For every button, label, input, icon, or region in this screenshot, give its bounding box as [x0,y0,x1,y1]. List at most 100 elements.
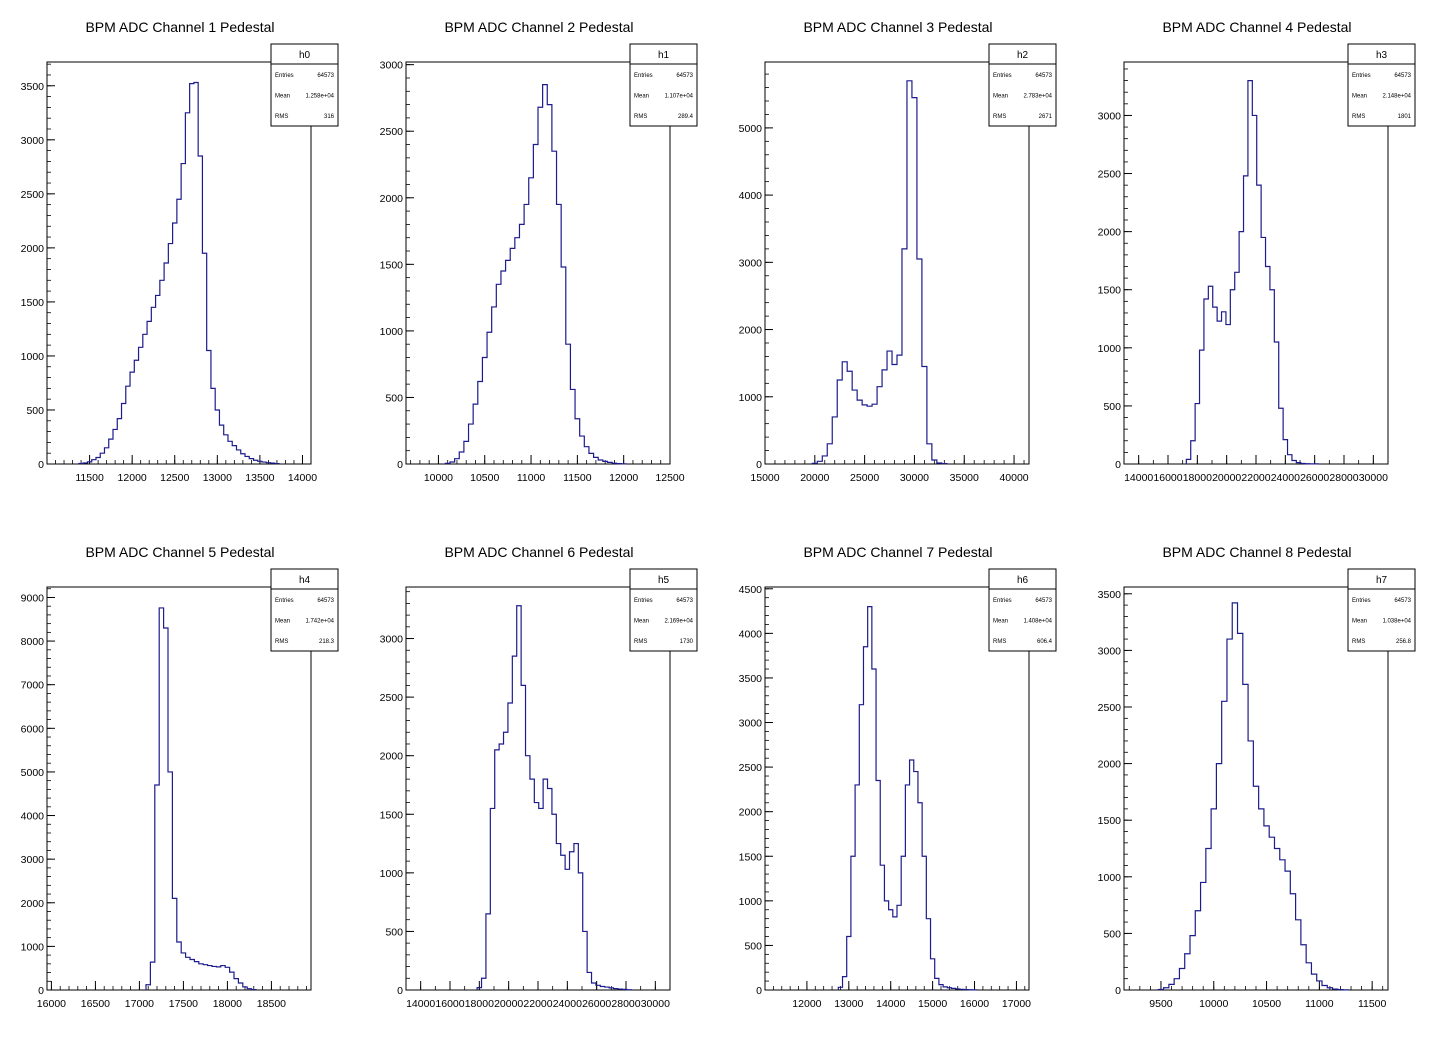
stats-label: Entries [1352,73,1371,79]
stats-value: 2671 [1039,114,1053,120]
stats-histogram-name: h4 [299,575,311,586]
stats-box-frame [629,568,698,652]
y-tick-label: 2000 [739,325,763,337]
y-tick-label: 1500 [380,259,404,271]
x-tick-label: 14000 [876,998,905,1010]
x-tick-label: 12000 [792,998,821,1010]
stats-label: Entries [993,598,1012,604]
stats-histogram-name: h7 [1376,575,1388,586]
stats-label: RMS [993,639,1006,645]
y-tick-label: 1500 [739,851,763,863]
x-tick-label: 11500 [563,472,592,484]
y-tick-label: 0 [756,985,762,997]
histogram-panel-8: BPM ADC Channel 8 Pedestal 500 1000 1500 200… [1098,544,1416,1010]
y-tick-label: 1500 [380,809,404,821]
histogram-line [837,606,978,991]
y-tick-label: 0 [1115,459,1121,471]
histogram-line [476,605,632,991]
x-tick-label: 11000 [1305,998,1334,1010]
stats-value: 64573 [676,73,693,79]
stats-histogram-name: h1 [658,50,670,61]
y-tick-label: 1000 [739,896,763,908]
x-tick-label: 11500 [1358,998,1387,1010]
y-tick-label: 500 [385,392,403,404]
stats-label: Entries [634,598,653,604]
histogram-panel-3: BPM ADC Channel 3 Pedestal 1000 2000 3000 40… [739,19,1057,484]
x-tick-label: 26000 [582,998,611,1010]
x-tick-label: 22000 [1241,472,1270,484]
stats-value: 1730 [680,639,694,645]
x-tick-label: 20000 [800,472,829,484]
y-tick-label: 500 [1103,401,1121,413]
stats-label: Mean [1352,94,1367,100]
stats-label: Entries [1352,598,1371,604]
plot-frame [46,586,312,991]
x-tick-label: 12000 [118,472,147,484]
y-tick-label: 2500 [380,692,404,704]
y-tick-label: 7000 [21,680,45,692]
stats-value: 1.258e+04 [305,94,334,100]
y-tick-label: 4000 [739,190,763,202]
x-tick-label: 20000 [494,998,523,1010]
y-tick-label: 0 [397,459,403,471]
x-tick-label: 10500 [470,472,499,484]
y-tick-label: 3500 [739,673,763,685]
plot-frame [764,61,1030,465]
y-tick-label: 3000 [21,135,45,147]
plot-title: BPM ADC Channel 6 Pedestal [444,544,633,560]
stats-histogram-name: h0 [299,50,311,61]
x-tick-label: 10000 [424,472,453,484]
histogram-panel-4: BPM ADC Channel 4 Pedestal 500 1000 1500 200… [1098,19,1416,484]
x-tick-label: 30000 [900,472,929,484]
stats-value: 2.169e+04 [664,619,693,625]
x-tick-label: 28000 [611,998,640,1010]
stats-value: 2.783e+04 [1023,94,1052,100]
x-tick-label: 11500 [75,472,104,484]
stats-box-frame [270,43,339,127]
y-tick-label: 2500 [380,126,404,138]
x-tick-label: 13000 [834,998,863,1010]
x-tick-label: 16000 [1153,472,1182,484]
y-tick-label: 1500 [1098,815,1122,827]
y-tick-label: 2000 [739,807,763,819]
stats-value: 1.742e+04 [305,619,334,625]
stats-histogram-name: h5 [658,575,670,586]
x-tick-label: 12500 [160,472,189,484]
y-tick-label: 2000 [1098,227,1122,239]
plot-frame [46,61,312,465]
stats-label: RMS [634,639,647,645]
stats-label: Entries [634,73,653,79]
stats-value: 64573 [317,73,334,79]
y-tick-label: 0 [38,985,44,997]
y-tick-label: 3000 [739,257,763,269]
y-tick-label: 1500 [21,297,45,309]
x-tick-label: 9500 [1149,998,1173,1010]
x-tick-label: 14000 [288,472,317,484]
y-tick-label: 1000 [380,326,404,338]
stats-label: Mean [1352,619,1367,625]
stats-label: Entries [275,598,294,604]
stats-label: Mean [275,619,290,625]
histogram-line [444,84,627,465]
x-tick-label: 12500 [655,472,684,484]
stats-value: 1.038e+04 [1382,619,1411,625]
y-tick-label: 3000 [1098,110,1122,122]
y-tick-label: 3000 [739,718,763,730]
x-tick-label: 16000 [435,998,464,1010]
x-tick-label: 22000 [523,998,552,1010]
x-tick-label: 25000 [850,472,879,484]
stats-label: RMS [1352,639,1365,645]
y-tick-label: 9000 [21,592,45,604]
y-tick-label: 1000 [1098,343,1122,355]
y-tick-label: 0 [756,459,762,471]
y-tick-label: 0 [38,459,44,471]
x-tick-label: 13000 [203,472,232,484]
stats-box: h2 Entries 64573 Mean 2.783e+04 RMS 2671 [988,43,1057,127]
x-tick-label: 20000 [1212,472,1241,484]
stats-value: 316 [324,114,335,120]
y-tick-label: 4500 [739,584,763,596]
stats-label: RMS [993,114,1006,120]
y-tick-label: 2500 [1098,702,1122,714]
y-tick-label: 3000 [1098,645,1122,657]
